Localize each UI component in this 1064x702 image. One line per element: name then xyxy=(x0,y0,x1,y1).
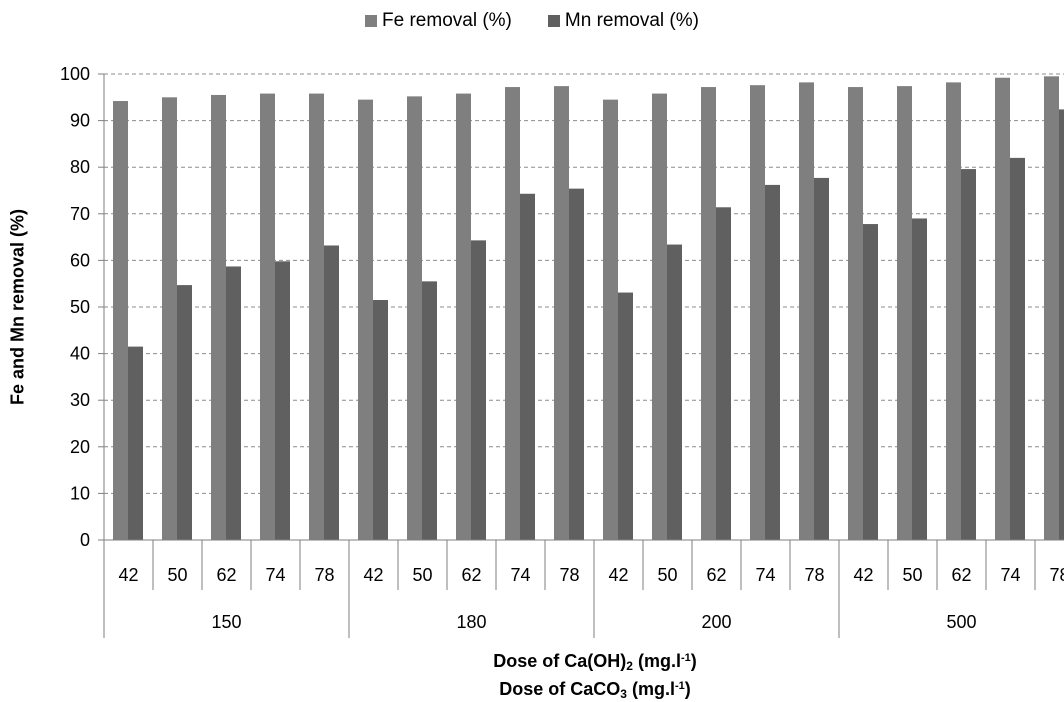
y-tick-label: 0 xyxy=(80,530,90,550)
x-axis-label-line2: Dose of CaCO3 (mg.l-1) xyxy=(499,679,691,701)
bar-fe xyxy=(554,86,569,540)
bar-fe xyxy=(799,82,814,540)
bar-fe xyxy=(897,86,912,540)
bar-fe xyxy=(211,94,226,540)
bar-mn xyxy=(275,261,290,540)
group-label: 150 xyxy=(211,612,241,632)
x-tick-label: 62 xyxy=(216,565,236,585)
bar-fe xyxy=(505,87,520,540)
bar-mn xyxy=(961,169,976,540)
bar-mn xyxy=(569,188,584,541)
bar-mn xyxy=(226,266,241,540)
group-label: 180 xyxy=(456,612,486,632)
bar-mn xyxy=(520,193,535,540)
x-axis-label-line1: Dose of Ca(OH)2 (mg.l-1) xyxy=(493,651,697,673)
bar-fe xyxy=(750,85,765,541)
legend-item-mn: Mn removal (%) xyxy=(547,10,699,32)
x-tick-label: 78 xyxy=(314,565,334,585)
bar-fe xyxy=(456,93,471,541)
bar-fe xyxy=(1044,76,1059,540)
bar-fe xyxy=(701,87,716,540)
x-tick-label: 50 xyxy=(902,565,922,585)
x-tick-label: 74 xyxy=(510,565,530,585)
bar-mn xyxy=(1059,109,1064,540)
bar-fe xyxy=(407,96,422,541)
x-tick-label: 50 xyxy=(167,565,187,585)
y-tick-label: 20 xyxy=(70,437,90,457)
x-tick-label: 42 xyxy=(608,565,628,585)
group-label: 200 xyxy=(701,612,731,632)
bar-fe xyxy=(358,99,373,540)
bar-fe xyxy=(652,93,667,541)
x-tick-label: 74 xyxy=(265,565,285,585)
bar-fe xyxy=(603,99,618,540)
legend-swatch-fe xyxy=(365,15,378,27)
y-tick-label: 30 xyxy=(70,390,90,410)
x-tick-label: 62 xyxy=(951,565,971,585)
x-tick-label: 62 xyxy=(461,565,481,585)
y-tick-label: 60 xyxy=(70,250,90,270)
legend: Fe removal (%) Mn removal (%) xyxy=(0,10,1064,32)
y-tick-label: 70 xyxy=(70,204,90,224)
legend-label-mn: Mn removal (%) xyxy=(564,10,699,31)
x-tick-label: 50 xyxy=(412,565,432,585)
bar-mn xyxy=(128,346,143,540)
bar-fe xyxy=(946,82,961,540)
bar-mn xyxy=(716,207,731,540)
y-tick-label: 80 xyxy=(70,157,90,177)
group-label: 500 xyxy=(946,612,976,632)
bar-mn xyxy=(177,285,192,540)
x-tick-label: 78 xyxy=(804,565,824,585)
y-tick-label: 100 xyxy=(60,64,90,84)
bar-mn xyxy=(863,224,878,540)
x-tick-label: 78 xyxy=(559,565,579,585)
y-tick-label: 40 xyxy=(70,344,90,364)
bar-mn xyxy=(667,244,682,540)
x-tick-label: 42 xyxy=(853,565,873,585)
legend-item-fe: Fe removal (%) xyxy=(365,10,512,32)
x-tick-label: 42 xyxy=(118,565,138,585)
bar-mn xyxy=(912,218,927,540)
bar-mn xyxy=(765,184,780,540)
bar-mn xyxy=(618,292,633,540)
bar-fe xyxy=(848,87,863,540)
bar-mn xyxy=(422,281,437,540)
x-tick-label: 74 xyxy=(755,565,775,585)
bar-mn xyxy=(324,245,339,540)
bar-fe xyxy=(260,93,275,541)
x-tick-label: 62 xyxy=(706,565,726,585)
y-tick-label: 10 xyxy=(70,483,90,503)
y-axis-label: Fe and Mn removal (%) xyxy=(7,208,28,406)
bar-mn xyxy=(373,300,388,540)
bar-mn xyxy=(471,240,486,540)
x-tick-label: 50 xyxy=(657,565,677,585)
bar-mn xyxy=(814,177,829,540)
bar-fe xyxy=(995,77,1010,540)
x-tick-label: 74 xyxy=(1000,565,1020,585)
y-tick-label: 90 xyxy=(70,111,90,131)
x-tick-label: 42 xyxy=(363,565,383,585)
bar-fe xyxy=(162,97,177,541)
bar-mn xyxy=(1010,157,1025,540)
bar-fe xyxy=(309,93,324,541)
legend-swatch-mn xyxy=(547,15,560,27)
y-tick-label: 50 xyxy=(70,297,90,317)
x-tick-label: 78 xyxy=(1049,565,1064,585)
legend-label-fe: Fe removal (%) xyxy=(382,10,512,31)
bar-fe xyxy=(113,101,128,540)
